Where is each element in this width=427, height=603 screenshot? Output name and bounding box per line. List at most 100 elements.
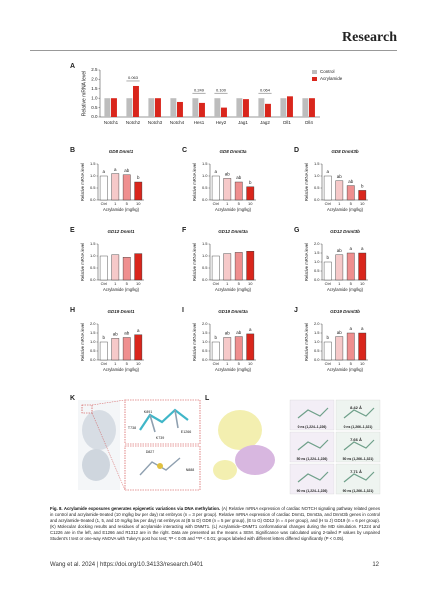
figure-caption: Fig. 8. Acrylamide exposures generates e… (50, 506, 380, 542)
panel-letter: H (70, 307, 75, 314)
y-tick-label: 0.5 (314, 185, 320, 190)
bar (258, 98, 265, 117)
bar (155, 98, 161, 117)
snapshot-label: 90 ns (1,266–1,321) (343, 489, 374, 493)
x-tick-label: 10 (136, 361, 141, 366)
panel-letter: G (294, 227, 300, 234)
legend-swatch (312, 70, 317, 74)
header-rule (30, 50, 397, 51)
chart-title: GD8 Dnmt1 (109, 149, 134, 154)
x-tick-label: 5 (126, 201, 129, 206)
residue-sticks (297, 439, 329, 451)
caption-label: Fig. 8. (50, 506, 63, 511)
y-axis-label: Relative mRNA level (304, 323, 309, 361)
x-tick-label: Ctrl (213, 361, 219, 366)
panel-letter: A (70, 63, 75, 70)
x-tick-label: 5 (350, 361, 353, 366)
bar (246, 186, 255, 201)
chart-title: GD12 Dnmt3b (330, 229, 360, 234)
x-tick-label: 1 (114, 361, 117, 366)
bar (234, 181, 243, 201)
bar (134, 181, 143, 201)
bar (111, 98, 117, 117)
protein-cartoon (235, 445, 275, 475)
bar (346, 332, 355, 361)
x-tick-label: 5 (238, 281, 241, 286)
p-value: 0.249 (194, 87, 205, 92)
y-tick-label: 2.0 (90, 321, 96, 326)
y-tick-label: 1.0 (314, 259, 320, 264)
x-tick-label: 5 (238, 361, 241, 366)
bar (246, 250, 255, 281)
protein-surface (82, 449, 110, 481)
panel-letter: E (70, 227, 75, 234)
x-tick-label: Notch3 (148, 120, 163, 125)
group-letter: a (361, 246, 364, 251)
md-snapshot (289, 463, 335, 495)
y-tick-label: 0.5 (314, 268, 320, 273)
protein-cartoon (213, 460, 237, 480)
x-tick-label: Ctrl (325, 281, 331, 286)
x-tick-label: 1 (226, 201, 229, 206)
residue-label: N888 (186, 468, 195, 472)
x-tick-label: Notch1 (104, 120, 119, 125)
bar (111, 338, 120, 361)
bar (346, 252, 355, 281)
distance-label: 7.66 Å (350, 437, 362, 442)
bar (335, 254, 344, 281)
y-tick-label: 2.0 (91, 77, 98, 82)
x-axis-label: Acrylamide (mg/kg) (215, 207, 252, 212)
x-tick-label: 1 (114, 201, 117, 206)
y-tick-label: 1.5 (90, 330, 96, 335)
bar (265, 103, 271, 117)
bar (234, 336, 243, 361)
group-letter: ab (348, 179, 354, 184)
group-letter: ab (337, 330, 343, 335)
x-tick-label: 10 (360, 281, 365, 286)
group-letter: ab (337, 248, 343, 253)
x-axis-label: Acrylamide (mg/kg) (327, 207, 364, 212)
y-axis-label: Relative mRNA level (81, 71, 87, 117)
x-tick-label: 5 (350, 201, 353, 206)
panel-letter: D (294, 147, 299, 154)
group-letter: a (114, 167, 117, 172)
bar (323, 261, 332, 281)
y-tick-label: 0.5 (202, 185, 208, 190)
bar (177, 101, 183, 117)
x-tick-label: 5 (238, 201, 241, 206)
x-tick-label: 10 (248, 281, 253, 286)
x-tick-label: 1 (226, 281, 229, 286)
md-snapshot (335, 399, 381, 431)
y-tick-label: 1.0 (90, 173, 96, 178)
x-tick-label: 5 (126, 281, 129, 286)
panel-letter: F (182, 227, 187, 234)
bar (223, 253, 232, 281)
x-tick-label: Dll4 (305, 120, 313, 125)
snapshot-label: 0 ns (1,266–1,321) (344, 425, 373, 429)
x-axis-label: Acrylamide (mg/kg) (327, 367, 364, 372)
group-letter: b (361, 184, 364, 189)
group-letter: a (214, 169, 217, 174)
md-image: 0 ns (1,224–1,226) 0 ns (1,266–1,321) 50 n… (213, 399, 381, 495)
docking-image (78, 399, 201, 491)
distance-label: 7.71 Å (350, 469, 362, 474)
x-tick-label: 5 (350, 281, 353, 286)
x-tick-label: 10 (248, 361, 253, 366)
residue-sticks (343, 439, 375, 451)
group-letter: b (326, 335, 329, 340)
residue-sticks (343, 471, 375, 483)
distance-label: 8.42 Å (350, 405, 362, 410)
bar (246, 333, 255, 361)
group-letter: a (102, 169, 105, 174)
p-value: 0.063 (128, 75, 139, 80)
group-letter: b (214, 335, 217, 340)
y-tick-label: 1.0 (202, 339, 208, 344)
x-tick-label: 5 (126, 361, 129, 366)
bar (211, 175, 220, 201)
group-letter: ab (225, 172, 231, 177)
group-letter: ab (113, 332, 119, 337)
panel-letter: C (182, 147, 187, 154)
bar (133, 85, 139, 117)
chart-title: GD19 Dnmt3b (330, 309, 360, 314)
